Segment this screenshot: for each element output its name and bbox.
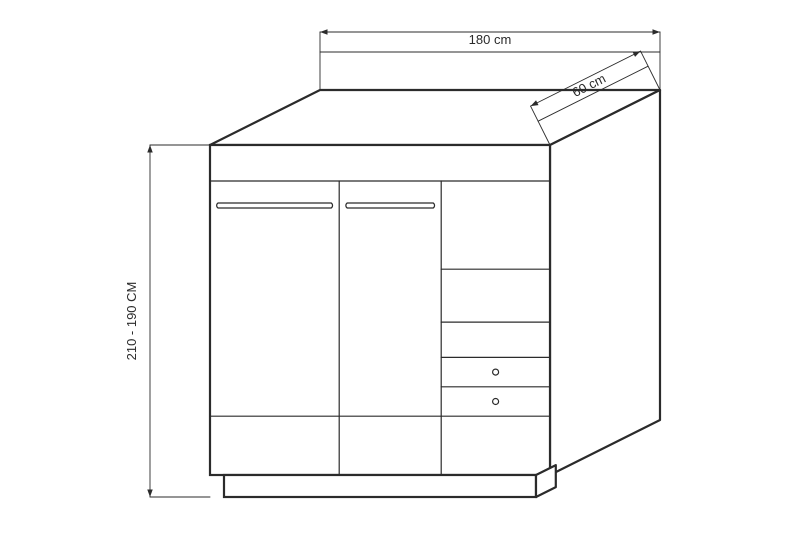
dimension-height-label: 210 - 190 CM <box>124 282 139 361</box>
wardrobe-dimension-diagram: 180 cm60 cm210 - 190 CM <box>0 0 800 533</box>
dimension-width-label: 180 cm <box>469 32 512 47</box>
